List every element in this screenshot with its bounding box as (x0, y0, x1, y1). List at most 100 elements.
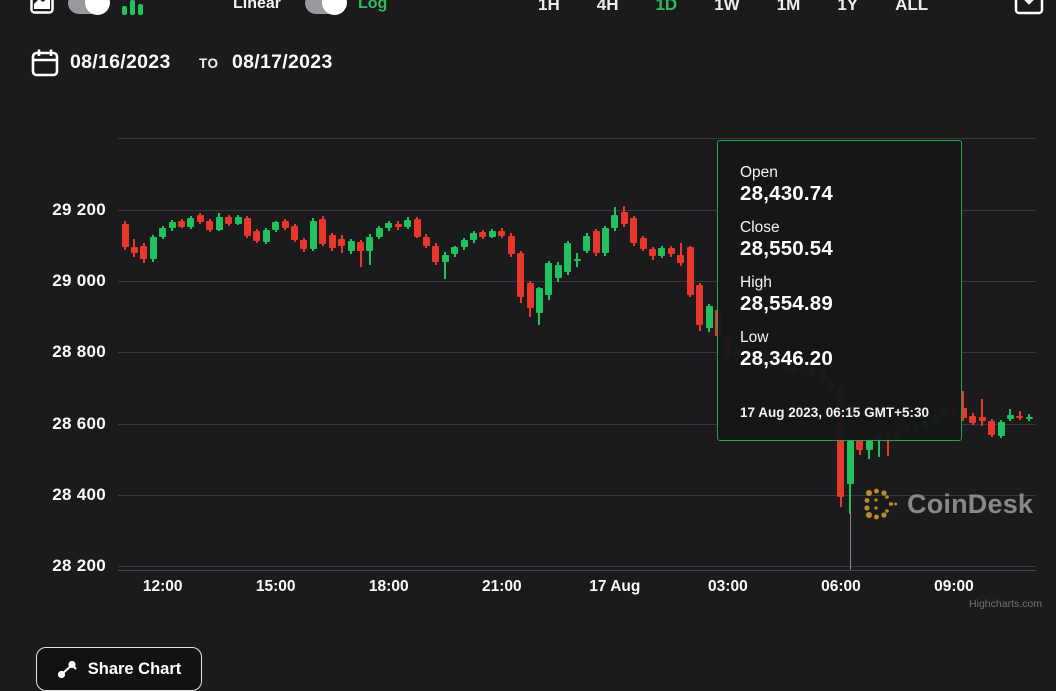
gridline (118, 423, 1036, 425)
area-chart-icon[interactable] (30, 0, 54, 14)
candle[interactable] (215, 217, 223, 230)
candle[interactable] (545, 262, 553, 296)
scale-toggle[interactable] (305, 0, 347, 15)
candle[interactable] (130, 247, 138, 254)
candle[interactable] (583, 235, 591, 251)
range-1d[interactable]: 1D (655, 0, 678, 14)
candle[interactable] (837, 388, 845, 497)
candle-wick (962, 390, 965, 421)
candle[interactable] (385, 223, 393, 228)
candle[interactable] (404, 219, 412, 228)
candle-wick (1018, 411, 1021, 421)
candle[interactable] (1016, 416, 1024, 419)
candle[interactable] (357, 242, 364, 251)
candle[interactable] (206, 220, 214, 231)
candle[interactable] (498, 230, 506, 236)
candle[interactable] (649, 249, 657, 257)
candle[interactable] (611, 215, 619, 228)
candle[interactable] (338, 239, 346, 247)
candle[interactable] (564, 242, 572, 273)
range-all[interactable]: ALL (895, 0, 929, 14)
log-label[interactable]: Log (358, 0, 388, 12)
candle[interactable] (262, 229, 270, 243)
candle[interactable] (470, 233, 478, 241)
candle[interactable] (328, 234, 336, 249)
candle[interactable] (526, 282, 534, 308)
candle[interactable] (573, 259, 581, 262)
candle[interactable] (507, 235, 515, 255)
date-range-end[interactable]: 08/17/2023 (232, 51, 333, 73)
candle[interactable] (422, 236, 430, 246)
range-4h[interactable]: 4H (596, 0, 619, 14)
candle[interactable] (272, 222, 280, 230)
candle[interactable] (225, 217, 233, 224)
candle[interactable] (366, 236, 374, 251)
candle[interactable] (677, 254, 685, 263)
candle[interactable] (517, 253, 525, 298)
candle[interactable] (300, 240, 308, 250)
candle[interactable] (630, 217, 638, 243)
calendar-icon[interactable] (31, 48, 59, 78)
candle[interactable] (121, 224, 129, 248)
candle[interactable] (1006, 415, 1014, 420)
candle[interactable] (1025, 417, 1033, 420)
candle[interactable] (601, 227, 609, 253)
candle[interactable] (997, 422, 1005, 437)
range-1h[interactable]: 1H (538, 0, 560, 14)
candle[interactable] (639, 238, 647, 250)
candle[interactable] (159, 227, 167, 237)
chart-type-toggle[interactable] (68, 0, 110, 15)
candle[interactable] (178, 221, 186, 228)
linear-label[interactable]: Linear (233, 0, 282, 12)
candle[interactable] (488, 230, 496, 237)
highcharts-credit[interactable]: Highcharts.com (969, 598, 1042, 610)
date-range-start[interactable]: 08/16/2023 (70, 51, 171, 73)
candle[interactable] (319, 218, 327, 244)
range-1m[interactable]: 1M (776, 0, 801, 14)
candle[interactable] (696, 284, 704, 325)
candle[interactable] (187, 217, 195, 228)
y-axis-label: 28 600 (52, 413, 106, 433)
share-chart-button[interactable]: Share Chart (36, 647, 202, 691)
candle[interactable] (149, 236, 157, 260)
candle[interactable] (281, 221, 289, 228)
candle[interactable] (460, 240, 468, 248)
candle[interactable] (969, 415, 977, 423)
candle[interactable] (243, 217, 251, 236)
candle[interactable] (253, 231, 261, 242)
candle[interactable] (140, 245, 148, 260)
candle[interactable] (413, 218, 421, 237)
candle[interactable] (347, 241, 355, 251)
tooltip-low-value: 28,346.20 (740, 347, 833, 370)
range-1y[interactable]: 1Y (837, 0, 859, 14)
candle[interactable] (196, 215, 204, 223)
candle[interactable] (309, 220, 317, 250)
candle[interactable] (394, 224, 402, 228)
candle[interactable] (705, 306, 713, 329)
candle[interactable] (291, 226, 299, 240)
candle[interactable] (658, 248, 666, 257)
candle[interactable] (432, 245, 440, 262)
candle[interactable] (978, 417, 986, 422)
candle[interactable] (168, 222, 176, 228)
candle[interactable] (856, 441, 864, 450)
candle[interactable] (535, 288, 543, 314)
bar-chart-icon[interactable] (122, 0, 144, 15)
candle[interactable] (959, 407, 967, 418)
download-icon[interactable] (1013, 0, 1045, 16)
candle[interactable] (865, 440, 873, 450)
candle-hovered[interactable] (846, 441, 854, 484)
candle[interactable] (451, 247, 459, 255)
candle[interactable] (234, 217, 242, 224)
candle[interactable] (479, 232, 487, 237)
candle[interactable] (686, 247, 694, 295)
range-1w[interactable]: 1W (714, 0, 740, 14)
candle-wick (887, 434, 890, 456)
candle[interactable] (620, 211, 628, 224)
candle[interactable] (554, 265, 562, 278)
candle[interactable] (441, 254, 449, 262)
candle[interactable] (988, 421, 996, 435)
candle[interactable] (592, 231, 600, 254)
candle[interactable] (667, 248, 675, 255)
candle[interactable] (375, 227, 383, 237)
